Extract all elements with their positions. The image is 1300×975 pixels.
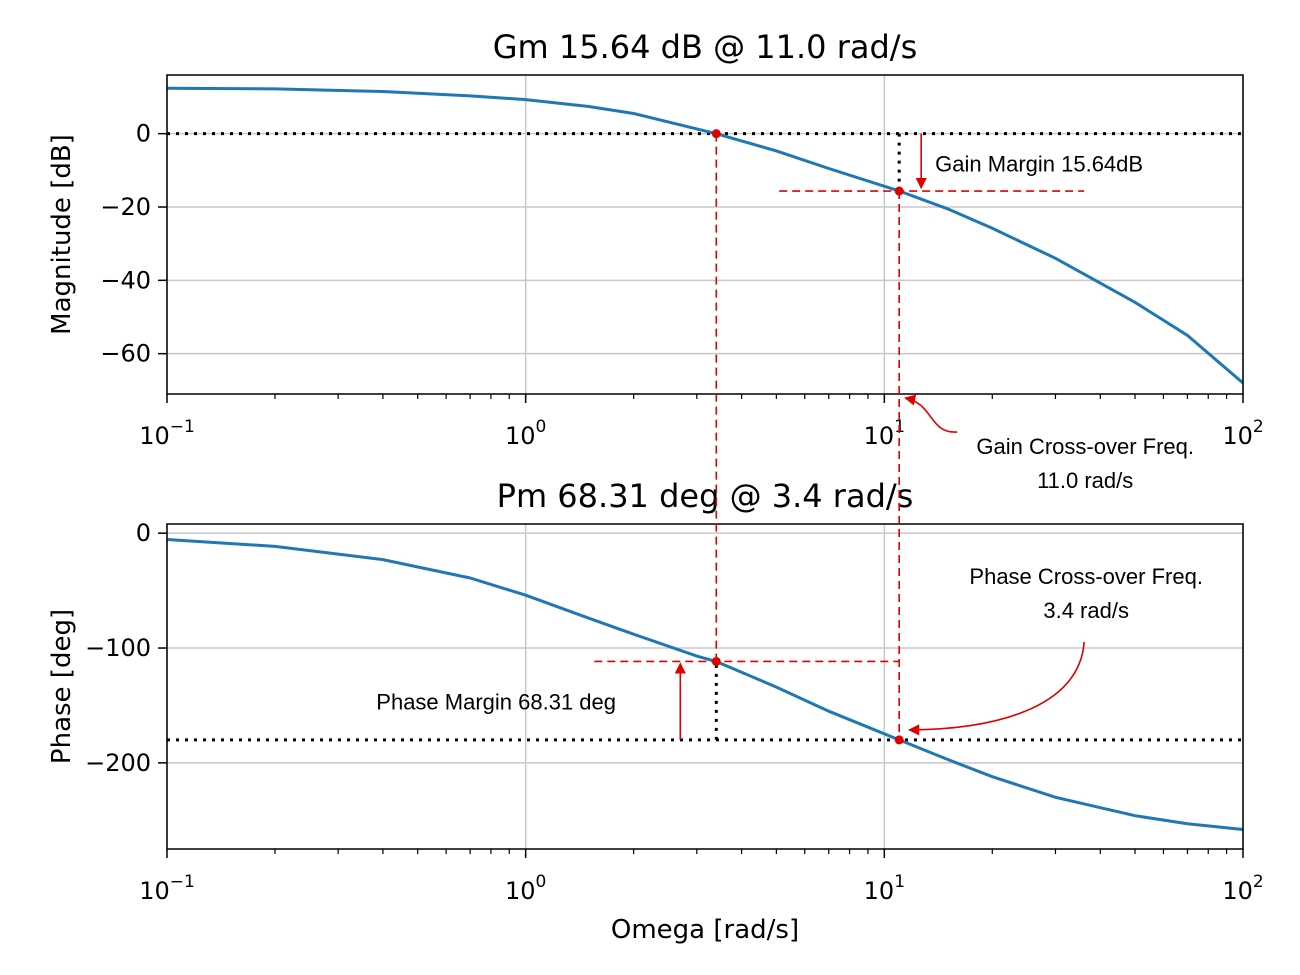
ph-x-tick-label: 102 [1222, 872, 1263, 905]
phase-series-line [166, 538, 1244, 831]
magnitude-axes-frame [166, 74, 1244, 395]
phase-phase-crossover-point [711, 656, 721, 666]
magnitude-phase-crossover-point [711, 129, 721, 139]
magnitude-series-line [166, 86, 1244, 385]
phase-crossover-annotation-line1: Phase Cross-over Freq. [969, 564, 1203, 589]
magnitude-title: Gm 15.64 dB @ 11.0 rad/s [493, 28, 917, 66]
gain-margin-annotation: Gain Margin 15.64dB [935, 152, 1143, 177]
magnitude-y-ticks: 0 −20 −40 −60 [100, 120, 167, 368]
mag-y-tick-label: 0 [136, 120, 151, 148]
phase-x-ticks: 10−1 100 101 102 [139, 849, 1264, 905]
mag-x-tick-label: 10−1 [139, 417, 195, 450]
ph-y-tick-label: −100 [85, 634, 151, 662]
gain-crossover-annotation-line1: Gain Cross-over Freq. [976, 434, 1194, 459]
magnitude-gain-crossover-point [894, 186, 904, 196]
mag-x-tick-label: 100 [505, 417, 546, 450]
phase-y-ticks: 0 −100 −200 [85, 519, 167, 777]
phase-subplot: 10−1 100 101 102 0 −100 −200 Pm 68.31 deg @ 3… [47, 477, 1264, 945]
phase-y-axis-label: Phase [deg] [47, 609, 77, 764]
gain-crossover-annotation-line2: 11.0 rad/s [1037, 468, 1133, 493]
magnitude-grid [166, 75, 1244, 394]
mag-y-tick-label: −20 [100, 193, 151, 221]
gain-crossover-callout-arrow [904, 394, 958, 433]
ph-x-tick-label: 101 [864, 872, 905, 905]
ph-x-tick-label: 10−1 [139, 872, 195, 905]
phase-crossover-callout-arrow [908, 641, 1085, 736]
phase-axes-frame [166, 523, 1244, 850]
ph-y-tick-label: −200 [85, 749, 151, 777]
ph-y-tick-label: 0 [136, 519, 151, 547]
phase-margin-annotation: Phase Margin 68.31 deg [376, 689, 616, 714]
phase-gain-crossover-point [894, 735, 904, 745]
phase-title: Pm 68.31 deg @ 3.4 rad/s [497, 477, 914, 515]
x-axis-label: Omega [rad/s] [611, 915, 799, 945]
mag-x-tick-label: 102 [1222, 417, 1263, 450]
annotation-overlay: Gain Margin 15.64dB Gain Cross-over Freq… [376, 129, 1203, 745]
phase-crossover-annotation-line2: 3.4 rad/s [1043, 598, 1129, 623]
magnitude-y-axis-label: Magnitude [dB] [47, 134, 77, 335]
mag-y-tick-label: −60 [100, 340, 151, 368]
ph-x-tick-label: 100 [505, 872, 546, 905]
mag-y-tick-label: −40 [100, 266, 151, 294]
